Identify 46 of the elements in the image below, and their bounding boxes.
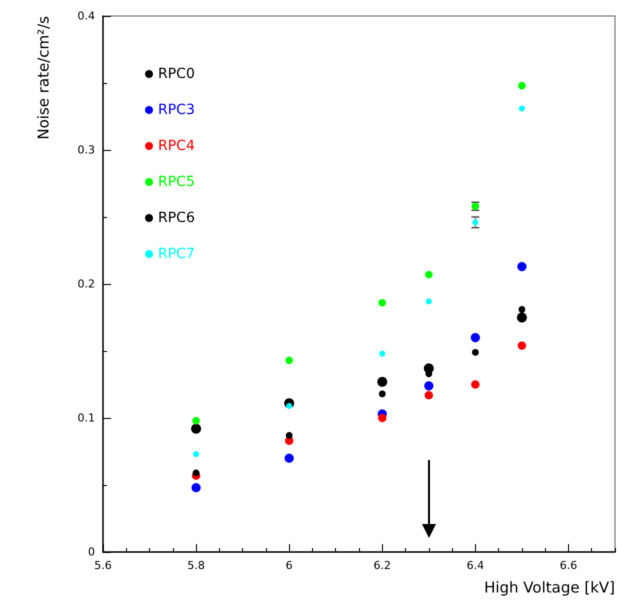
point (518, 82, 526, 90)
x-tick-label: 5.8 (187, 559, 205, 572)
legend-label: RPC5 (158, 174, 195, 190)
y-tick-label: 0.1 (78, 412, 95, 424)
point (425, 270, 433, 278)
x-tick-label: 6.6 (560, 559, 578, 572)
x-tick-label: 5.6 (94, 559, 112, 572)
y-tick-label: 0.4 (78, 10, 95, 22)
point (286, 432, 293, 439)
point (378, 414, 386, 422)
point (379, 350, 386, 357)
point (472, 348, 479, 356)
point (191, 424, 202, 434)
point (516, 312, 527, 322)
point (472, 219, 478, 226)
y-tick-label: 0 (88, 546, 95, 558)
y-tick-label: 0.3 (78, 144, 95, 156)
x-axis-title: High Voltage [kV] (484, 578, 615, 596)
legend-label: RPC7 (158, 246, 195, 262)
point (378, 390, 386, 398)
y-tick-label: 0.2 (78, 278, 95, 290)
point (518, 306, 526, 313)
legend-label: RPC0 (158, 66, 195, 82)
point (377, 376, 388, 387)
point (471, 380, 480, 389)
point (424, 381, 434, 390)
point (378, 298, 386, 307)
point (518, 105, 525, 112)
point (192, 470, 200, 476)
point (285, 356, 293, 364)
point (426, 298, 432, 304)
point (192, 416, 200, 424)
point (470, 333, 480, 342)
x-tick-label: 6 (286, 559, 293, 572)
y-axis-title: Noise rate/cm²/s (34, 16, 52, 140)
legend-label: RPC4 (158, 138, 195, 154)
point (284, 454, 294, 463)
legend-label: RPC3 (158, 102, 195, 118)
point (193, 451, 200, 458)
point (517, 262, 527, 272)
legend-label: RPC6 (158, 210, 195, 226)
point (424, 391, 434, 400)
point (192, 483, 201, 492)
x-tick-label: 6.2 (374, 559, 392, 572)
point (518, 341, 526, 350)
x-tick-label: 6.4 (466, 559, 484, 572)
